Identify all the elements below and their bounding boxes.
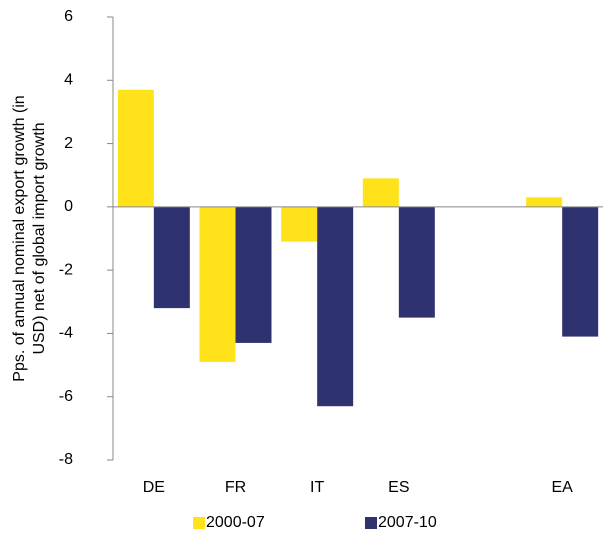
bar xyxy=(281,206,318,242)
bar xyxy=(362,178,399,207)
y-tick-label: 2 xyxy=(64,135,73,152)
x-tick-label: DE xyxy=(143,479,165,496)
legend-label: 2000-07 xyxy=(206,514,265,531)
bar xyxy=(562,206,599,337)
y-axis-label: USD) net of global import growth xyxy=(31,122,48,354)
y-axis-label: Pps. of annual nominal export growth (in xyxy=(11,95,28,381)
bar xyxy=(235,206,272,343)
y-tick-label: 4 xyxy=(64,72,73,89)
x-tick-label: EA xyxy=(551,479,573,496)
bar xyxy=(199,206,236,362)
y-tick-label: -8 xyxy=(59,451,73,468)
x-tick-label: IT xyxy=(310,479,324,496)
bar xyxy=(317,206,354,407)
x-tick-label: FR xyxy=(225,479,246,496)
y-tick-label: -4 xyxy=(59,325,73,342)
y-tick-label: 0 xyxy=(64,198,73,215)
bar xyxy=(153,206,190,309)
legend-swatch xyxy=(193,517,205,529)
y-tick-label: -6 xyxy=(59,388,73,405)
y-tick-label: 6 xyxy=(64,8,73,25)
bar xyxy=(398,206,435,318)
y-tick-label: -2 xyxy=(59,261,73,278)
bar xyxy=(526,197,563,207)
x-tick-label: ES xyxy=(388,479,409,496)
legend-swatch xyxy=(365,517,377,529)
bar xyxy=(117,89,154,207)
legend-label: 2007-10 xyxy=(378,514,437,531)
